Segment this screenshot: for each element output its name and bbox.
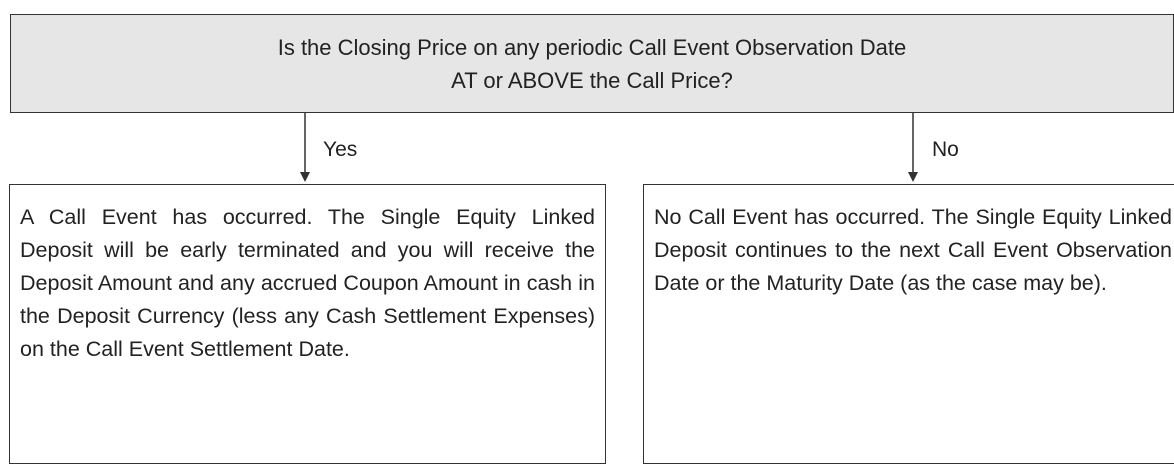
arrow-head xyxy=(300,172,310,182)
branch-label: Yes xyxy=(323,138,358,161)
outcome-box: No Call Event has occurred. The Single E… xyxy=(643,184,1174,464)
question-line: Is the Closing Price on any periodic Cal… xyxy=(277,35,907,60)
flowchart: Is the Closing Price on any periodic Cal… xyxy=(9,14,1174,464)
branch-label: No xyxy=(932,138,959,161)
outcome-box: A Call Event has occurred. The Single Eq… xyxy=(9,184,606,464)
question-box: Is the Closing Price on any periodic Cal… xyxy=(10,14,1174,113)
question-line: AT or ABOVE the Call Price? xyxy=(451,68,733,93)
arrow-head xyxy=(908,172,918,182)
arrows xyxy=(300,113,918,182)
